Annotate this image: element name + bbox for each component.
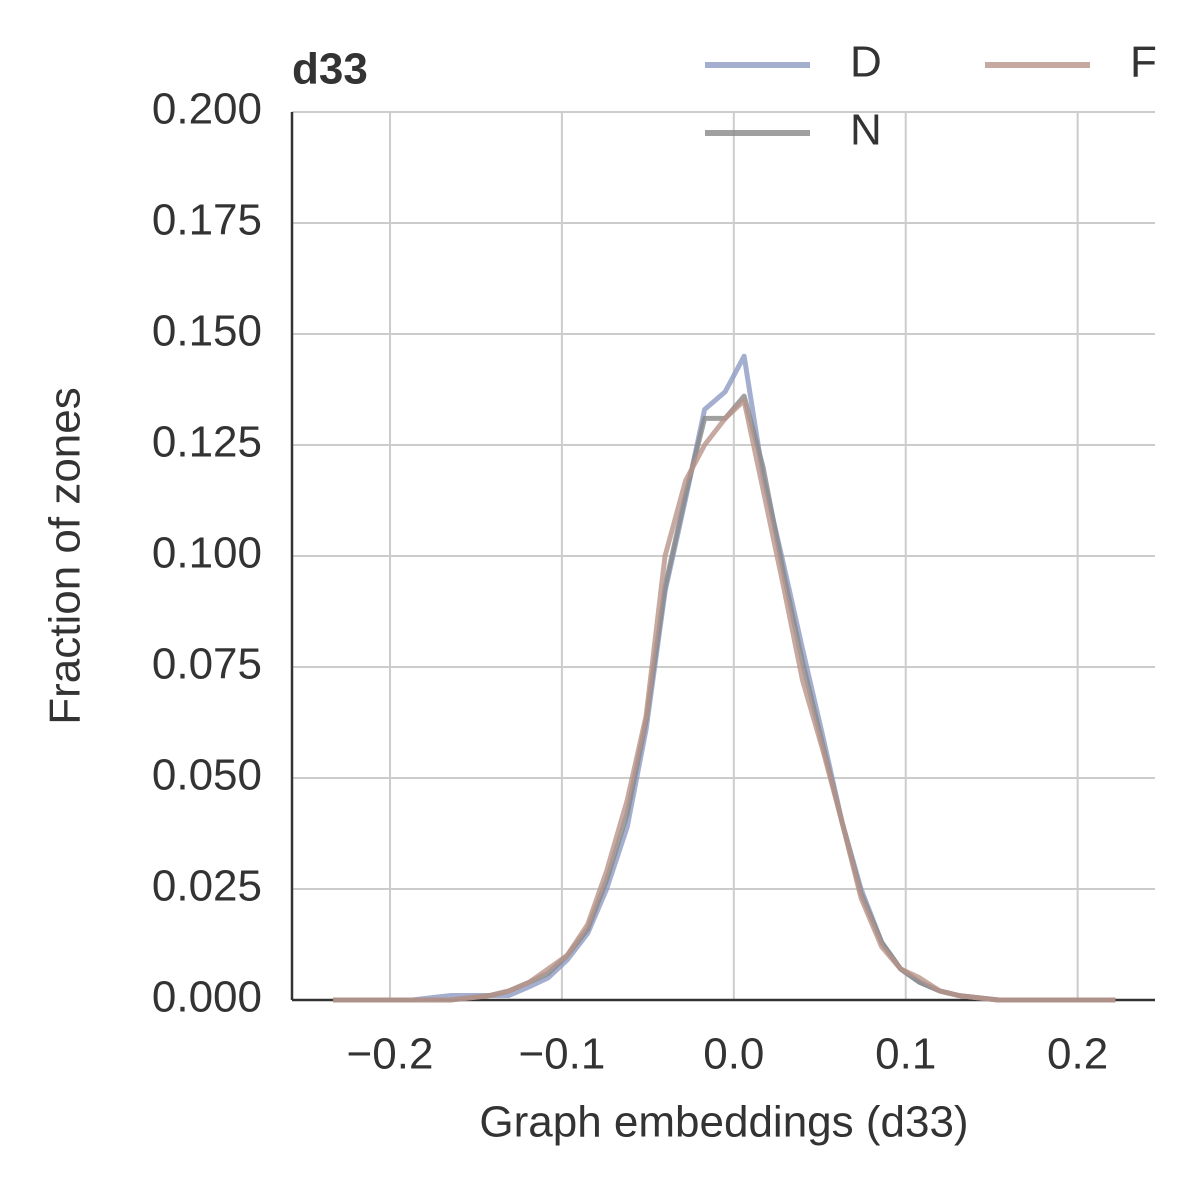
legend-label: D: [850, 38, 882, 87]
y-tick-label: 0.075: [152, 640, 262, 689]
x-tick-label: 0.1: [875, 1030, 936, 1079]
y-tick-label: 0.025: [152, 862, 262, 911]
line-series: [333, 398, 1116, 1003]
legend-label: N: [850, 106, 882, 155]
x-tick-label: −0.1: [518, 1030, 605, 1079]
x-tick-label: 0.2: [1047, 1030, 1108, 1079]
y-tick-label: 0.125: [152, 418, 262, 467]
legend-label: F: [1130, 38, 1157, 87]
y-tick-label: 0.150: [152, 307, 262, 356]
x-tick-label: 0.0: [703, 1030, 764, 1079]
chart-title: d33: [292, 45, 368, 94]
y-tick-label: 0.050: [152, 751, 262, 800]
line-series: [333, 393, 1116, 1003]
y-axis-label: Fraction of zones: [41, 387, 90, 725]
x-tick-label: −0.2: [347, 1030, 434, 1079]
y-tick-label: 0.200: [152, 85, 262, 134]
y-tick-label: 0.000: [152, 973, 262, 1022]
line-series: [333, 353, 1116, 1003]
y-tick-label: 0.175: [152, 196, 262, 245]
x-axis-label: Graph embeddings (d33): [479, 1098, 968, 1147]
y-tick-label: 0.100: [152, 529, 262, 578]
